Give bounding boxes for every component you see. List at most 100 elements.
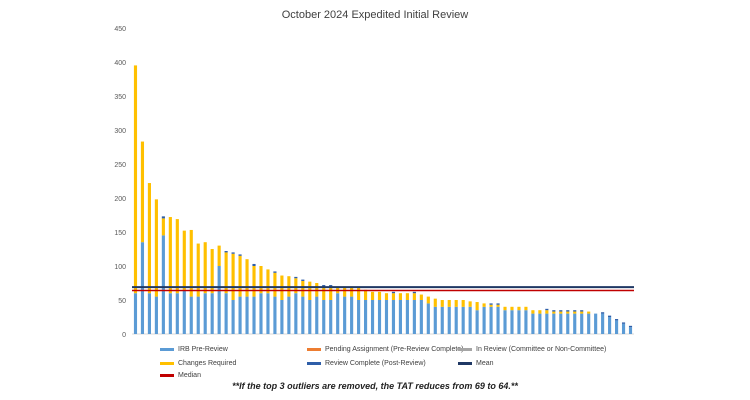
bar-review-complete [391,291,396,294]
bar-review-complete [615,319,619,321]
bar-irb-pre-review [238,296,242,334]
bar-review-complete [566,310,570,312]
bar-changes-required [224,252,228,294]
bar-changes-required [231,253,235,300]
bar-changes-required [517,306,521,311]
bar-changes-required [273,272,277,297]
bar-irb-pre-review [545,313,549,334]
bar-review-complete [161,216,165,219]
bar-changes-required [426,296,430,304]
bar-changes-required [377,291,382,300]
bar-irb-pre-review [621,323,626,334]
y-tick-label: 100 [114,264,126,271]
bar-irb-pre-review [315,296,319,334]
bar-changes-required [580,311,584,314]
legend-median: Median [160,372,201,379]
bar-changes-required [161,218,165,236]
bar-review-complete [621,322,626,324]
bar-changes-required [587,311,591,314]
bar-review-complete [322,285,326,287]
y-tick-label: 50 [118,298,126,305]
bar-irb-pre-review [391,300,396,334]
bar-changes-required [510,306,514,311]
bar-irb-pre-review [322,300,326,334]
bar-irb-pre-review [594,313,598,334]
y-tick-label: 200 [114,196,126,203]
bar-irb-pre-review [503,310,507,334]
bar-changes-required [350,286,354,297]
bar-changes-required [259,266,263,294]
bar-irb-pre-review [189,296,193,334]
footnote: **If the top 3 outliers are removed, the… [232,381,518,391]
chart-title: October 2024 Expedited Initial Review [282,9,469,21]
bar-changes-required [468,301,472,307]
legend-swatch [307,362,321,365]
bar-irb-pre-review [398,300,402,334]
bar-irb-pre-review [168,293,172,334]
bar-review-complete [294,276,298,279]
bar-changes-required [384,293,389,300]
bar-changes-required [140,141,145,243]
bar-irb-pre-review [210,293,214,334]
bar-irb-pre-review [461,306,465,334]
bar-changes-required [461,300,465,307]
legend-swatch [458,348,472,351]
bar-irb-pre-review [419,300,423,334]
y-tick-label: 150 [114,230,126,237]
bar-irb-pre-review [475,310,479,334]
bar-irb-pre-review [259,293,263,334]
bar-irb-pre-review [468,306,472,334]
bar-changes-required [238,255,242,297]
legend-label: IRB Pre-Review [178,346,228,353]
bar-irb-pre-review [433,306,437,334]
bar-changes-required [245,259,249,297]
bar-changes-required [182,230,186,290]
bar-irb-pre-review [350,296,354,334]
bar-irb-pre-review [217,266,221,334]
bar-irb-pre-review [454,306,458,334]
legend-swatch [160,374,174,377]
bar-irb-pre-review [266,293,270,334]
legend-swatch [307,348,321,351]
bar-irb-pre-review [405,300,409,334]
bar-irb-pre-review [412,300,416,334]
y-tick-label: 400 [114,60,126,67]
bar-changes-required [133,65,138,294]
bar-irb-pre-review [489,306,493,334]
bar-irb-pre-review [147,293,151,334]
bar-changes-required [496,304,500,307]
legend-review-complete: Review Complete (Post-Review) [307,360,426,367]
bar-changes-required [524,306,528,311]
bar-irb-pre-review [524,310,528,334]
bar-changes-required [559,311,563,314]
legend-swatch [160,348,174,351]
bar-irb-pre-review [203,293,207,334]
bar-changes-required [433,298,437,307]
bar-irb-pre-review [273,296,277,334]
bar-irb-pre-review [308,300,312,334]
bar-irb-pre-review [370,300,375,334]
bar-irb-pre-review [231,300,235,334]
bar-review-complete [489,303,493,305]
bar-changes-required [475,302,479,311]
bar-changes-required [482,303,486,307]
bar-irb-pre-review [538,313,542,334]
bar-changes-required [322,286,326,300]
bar-changes-required [531,310,535,314]
bar-irb-pre-review [357,300,361,334]
bar-irb-pre-review [426,303,430,334]
bar-changes-required [489,304,493,307]
bar-irb-pre-review [615,320,619,334]
bar-irb-pre-review [301,296,305,334]
bar-irb-pre-review [517,310,521,334]
bar-irb-pre-review [608,317,612,334]
bar-changes-required [398,293,402,300]
bar-irb-pre-review [440,306,444,334]
y-tick-label: 300 [114,128,126,135]
legend-swatch [160,362,174,365]
bar-irb-pre-review [510,310,514,334]
bar-review-complete [601,312,605,314]
bar-irb-pre-review [377,300,382,334]
legend-label: Pending Assignment (Pre-Review Complete) [325,346,464,353]
